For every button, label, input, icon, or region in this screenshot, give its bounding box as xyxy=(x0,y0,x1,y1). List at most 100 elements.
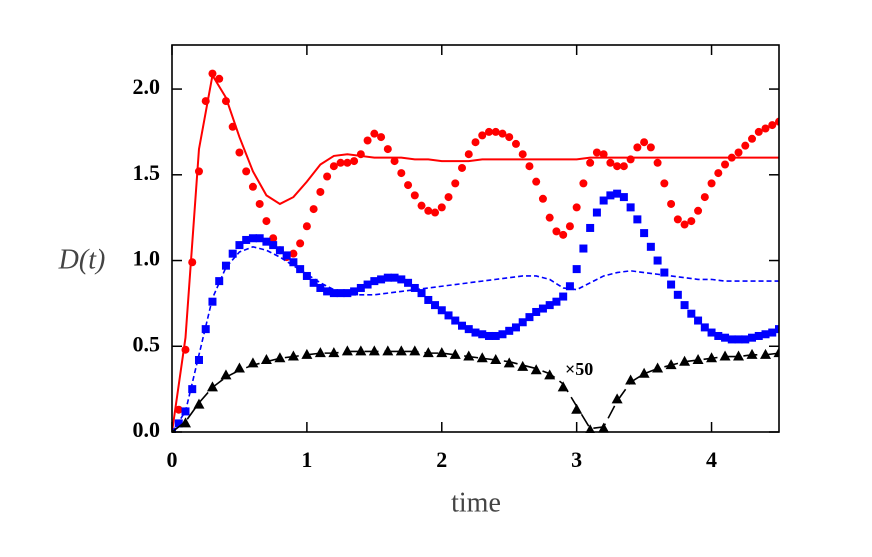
point xyxy=(302,222,311,231)
point xyxy=(201,325,210,334)
annotation: ×50 xyxy=(565,359,593,379)
point xyxy=(478,131,487,140)
point xyxy=(619,162,628,171)
point xyxy=(565,282,574,291)
point xyxy=(694,206,703,215)
point xyxy=(719,350,731,361)
point xyxy=(619,193,628,202)
point xyxy=(565,222,574,231)
point xyxy=(667,199,676,208)
x-tick-label: 0 xyxy=(167,447,178,472)
point xyxy=(525,162,534,171)
point xyxy=(436,347,448,358)
point xyxy=(679,355,691,366)
point xyxy=(592,208,601,217)
point xyxy=(242,167,251,176)
point xyxy=(484,331,493,340)
point xyxy=(274,352,286,363)
x-tick-label: 3 xyxy=(571,447,582,472)
point xyxy=(350,157,359,166)
point xyxy=(228,249,237,258)
point xyxy=(383,273,392,282)
x-tick-label: 2 xyxy=(436,447,447,472)
point xyxy=(579,244,588,253)
point xyxy=(242,235,251,244)
point xyxy=(625,374,637,385)
point xyxy=(329,162,338,171)
point xyxy=(444,193,453,202)
point xyxy=(518,318,527,327)
point xyxy=(233,362,245,373)
point xyxy=(754,127,763,136)
point xyxy=(653,158,662,167)
point xyxy=(532,177,541,186)
point xyxy=(761,124,770,133)
point xyxy=(626,203,635,212)
point xyxy=(422,347,434,358)
point xyxy=(490,353,502,364)
point xyxy=(484,127,493,136)
point xyxy=(314,347,326,358)
point xyxy=(768,121,777,130)
point xyxy=(255,199,264,208)
point xyxy=(579,179,588,188)
point xyxy=(586,158,595,167)
point xyxy=(382,345,394,356)
point xyxy=(174,419,183,428)
y-tick-label: 1.5 xyxy=(133,160,161,185)
point xyxy=(323,287,332,296)
point xyxy=(343,158,352,167)
point xyxy=(680,301,689,310)
point xyxy=(194,355,203,364)
point xyxy=(640,138,649,147)
point xyxy=(733,350,745,361)
point xyxy=(355,345,367,356)
point xyxy=(404,278,413,287)
point xyxy=(343,289,352,298)
point xyxy=(188,385,197,394)
point xyxy=(680,220,689,229)
point xyxy=(194,167,203,176)
point xyxy=(571,403,583,414)
point xyxy=(613,162,622,171)
point xyxy=(773,347,779,358)
point xyxy=(606,191,615,200)
point xyxy=(646,143,655,152)
point xyxy=(269,234,278,243)
point xyxy=(431,208,440,217)
plot-frame xyxy=(171,44,780,433)
point xyxy=(606,158,615,167)
point xyxy=(633,143,642,152)
point xyxy=(741,335,750,344)
point xyxy=(336,289,345,298)
point xyxy=(296,239,305,248)
point xyxy=(370,277,379,286)
point xyxy=(707,179,716,188)
series-line xyxy=(172,72,779,433)
point xyxy=(409,345,421,356)
point xyxy=(323,172,332,181)
point xyxy=(188,258,197,267)
point xyxy=(463,350,475,361)
point xyxy=(532,307,541,316)
point xyxy=(377,133,386,142)
point xyxy=(287,350,299,361)
point xyxy=(341,345,353,356)
point xyxy=(518,150,527,159)
y-tick-label: 0.5 xyxy=(133,331,161,356)
point xyxy=(687,309,696,318)
point xyxy=(611,393,623,404)
point xyxy=(424,295,433,304)
point xyxy=(368,345,380,356)
point xyxy=(660,179,669,188)
point xyxy=(316,187,325,196)
point xyxy=(336,158,345,167)
point xyxy=(706,352,718,363)
point xyxy=(768,328,777,337)
point xyxy=(592,148,601,157)
point xyxy=(248,234,257,243)
point xyxy=(356,283,365,292)
point xyxy=(586,223,595,232)
